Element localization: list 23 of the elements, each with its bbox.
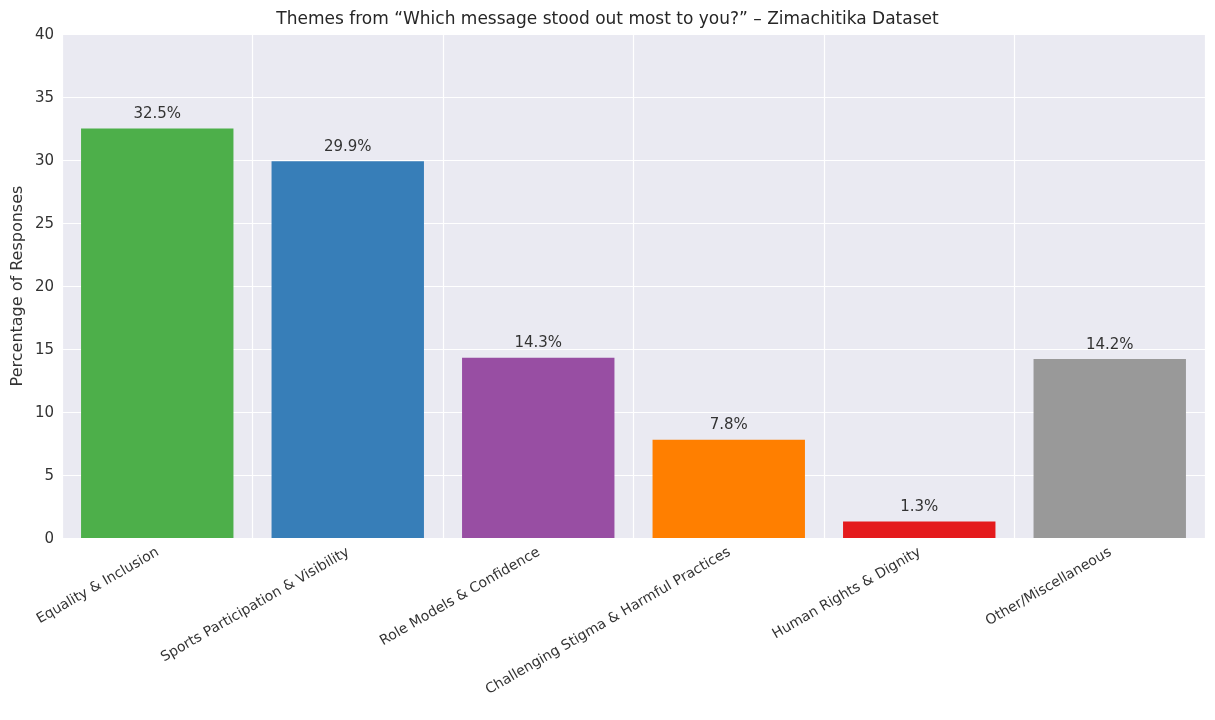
y-tick-label: 15 xyxy=(34,340,54,358)
bar xyxy=(81,128,234,538)
bar xyxy=(1033,359,1186,538)
y-tick-label: 25 xyxy=(34,214,54,232)
bar xyxy=(271,161,424,538)
data-label: 14.3% xyxy=(514,333,563,352)
y-tick-label: 0 xyxy=(44,529,54,547)
y-tick-label: 40 xyxy=(34,25,54,43)
y-tick-label: 5 xyxy=(44,466,54,484)
y-tick-label: 35 xyxy=(34,88,54,106)
bar xyxy=(843,521,996,538)
data-label: 32.5% xyxy=(133,104,182,122)
data-label: 14.2% xyxy=(1085,334,1134,353)
data-label: 7.8% xyxy=(709,415,748,434)
bar xyxy=(462,357,615,538)
y-axis-title: Percentage of Responses xyxy=(6,185,26,387)
data-label: 1.3% xyxy=(900,497,939,516)
bar xyxy=(652,439,805,538)
y-tick-label: 30 xyxy=(34,151,54,169)
chart-title: Themes from “Which message stood out most to you?” – Zimachitika Dataset xyxy=(275,7,939,28)
data-label: 29.9% xyxy=(323,136,372,155)
y-tick-label: 10 xyxy=(34,403,54,421)
y-tick-label: 20 xyxy=(34,277,54,295)
